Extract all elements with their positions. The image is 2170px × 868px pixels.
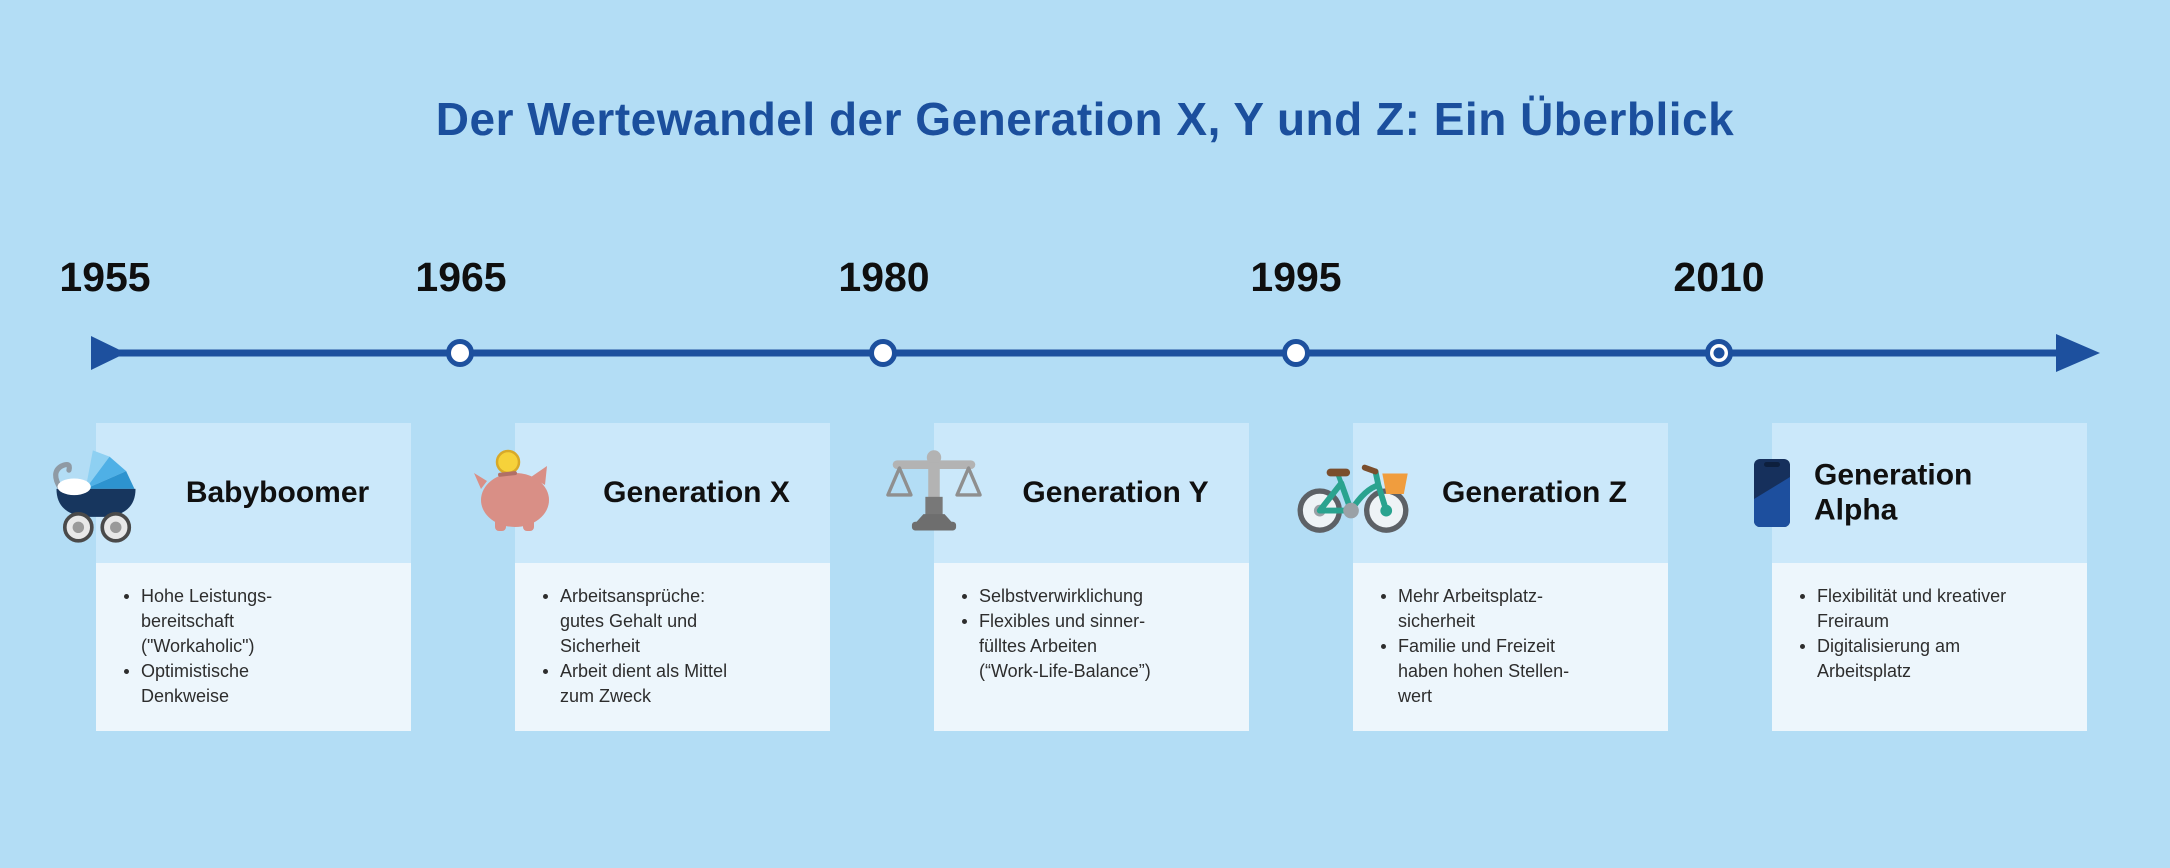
bullet-item: Flexibles und sinner- fülltes Arbeiten (… (960, 609, 1239, 684)
bullet-item: Hohe Leistungs- bereitschaft ("Workaholi… (122, 584, 401, 659)
bullet-dot (962, 619, 967, 624)
card-header: Generation Y (886, 423, 1249, 563)
card-body: Mehr Arbeitsplatz- sicherheit Familie un… (1353, 563, 1668, 731)
year-label-1965: 1965 (415, 254, 507, 300)
timeline-arrowhead-icon (2056, 334, 2100, 372)
year-label-1995: 1995 (1250, 254, 1342, 300)
bullet-item: Mehr Arbeitsplatz- sicherheit (1379, 584, 1658, 634)
baby-carriage-icon (44, 441, 148, 545)
bullet-dot (1381, 644, 1386, 649)
timeline-start-triangle (91, 336, 126, 370)
piggy-bank-icon (465, 443, 565, 543)
bullet-dot (962, 594, 967, 599)
bullet-item: Arbeit dient als Mittel zum Zweck (541, 659, 820, 709)
card-generation-z: Generation Z Mehr Arbeitsplatz- sicherhe… (1297, 423, 1668, 731)
bullet-dot (543, 594, 548, 599)
bullet-dot (124, 594, 129, 599)
bullet-dot (543, 669, 548, 674)
bullet-item: Digitalisierung am Arbeitsplatz (1798, 634, 2077, 684)
year-label-2010: 2010 (1673, 254, 1765, 300)
bullet-item: Flexibilität und kreativer Freiraum (1798, 584, 2077, 634)
bullet-item: Familie und Freizeit haben hohen Stellen… (1379, 634, 1658, 709)
bullet-list: Hohe Leistungs- bereitschaft ("Workaholi… (122, 584, 401, 709)
scales-icon (886, 445, 982, 541)
bullet-list: Mehr Arbeitsplatz- sicherheit Familie un… (1379, 584, 1658, 709)
year-label-1980: 1980 (838, 254, 930, 300)
card-babyboomer: Babyboomer Hohe Leistungs- bereitschaft … (53, 423, 411, 731)
card-title: Generation X (603, 475, 790, 509)
year-label-1955: 1955 (59, 254, 151, 300)
timeline-axis (91, 334, 2100, 372)
smartphone-icon (1752, 457, 1792, 529)
card-title: Generation Y (1022, 475, 1209, 509)
card-header: Babyboomer (53, 423, 411, 563)
card-generation-alpha: Generation Alpha Flexibilität und kreati… (1754, 423, 2087, 731)
bullet-item: Arbeitsansprüche: gutes Gehalt und Siche… (541, 584, 820, 659)
bicycle-icon (1294, 450, 1412, 536)
card-header: Generation Alpha (1754, 423, 2087, 563)
bullet-dot (124, 669, 129, 674)
bullet-list: Flexibilität und kreativer Freiraum Digi… (1798, 584, 2077, 684)
card-header: Generation Z (1297, 423, 1668, 563)
page-title: Der Wertewandel der Generation X, Y und … (435, 93, 1735, 145)
bullet-list: Arbeitsansprüche: gutes Gehalt und Siche… (541, 584, 820, 709)
card-body: Selbstverwirklichung Flexibles und sinne… (934, 563, 1249, 731)
card-title: Babyboomer (185, 475, 370, 509)
card-body: Arbeitsansprüche: gutes Gehalt und Siche… (515, 563, 830, 731)
card-header: Generation X (474, 423, 830, 563)
bullet-item: Optimistische Denkweise (122, 659, 401, 709)
bullet-dot (1800, 644, 1805, 649)
bullet-dot (1800, 594, 1805, 599)
card-title: Generation Alpha (1814, 458, 1973, 527)
timeline-node-1965 (446, 339, 474, 367)
card-generation-x: Generation X Arbeitsansprüche: gutes Geh… (474, 423, 830, 731)
timeline-node-1995 (1282, 339, 1310, 367)
card-body: Flexibilität und kreativer Freiraum Digi… (1772, 563, 2087, 731)
bullet-item: Selbstverwirklichung (960, 584, 1239, 609)
timeline-node-2010-dot (1713, 347, 1725, 359)
card-generation-y: Generation Y Selbstverwirklichung Flexib… (886, 423, 1249, 731)
timeline-node-1980 (869, 339, 897, 367)
bullet-dot (1381, 594, 1386, 599)
card-body: Hohe Leistungs- bereitschaft ("Workaholi… (96, 563, 411, 731)
bullet-list: Selbstverwirklichung Flexibles und sinne… (960, 584, 1239, 684)
card-title: Generation Z (1441, 475, 1628, 509)
